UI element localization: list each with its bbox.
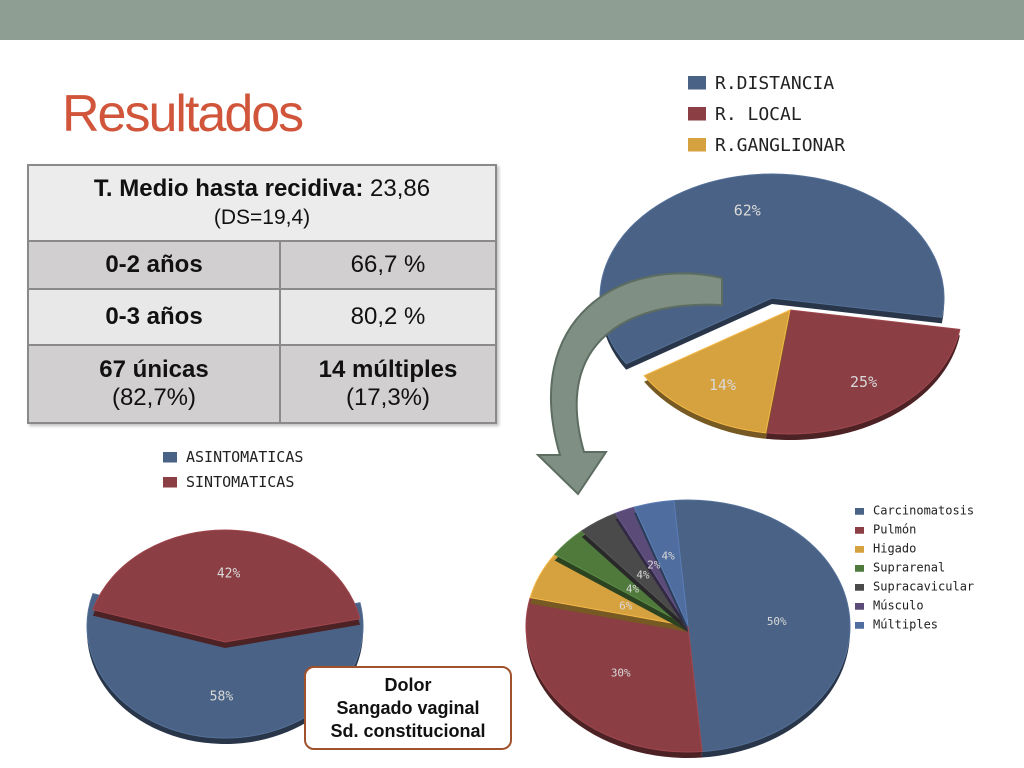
table-row: 67 únicas (82,7%) 14 múltiples (17,3%): [27, 344, 497, 424]
unicas-label: 67 únicas: [99, 356, 209, 383]
legend-label: R.DISTANCIA: [715, 73, 834, 94]
callout-line: Dolor: [384, 675, 432, 695]
legend-swatch: [855, 546, 864, 553]
slice-label: 50%: [767, 615, 787, 628]
table-header-label: T. Medio hasta recidiva:: [93, 174, 364, 202]
multiples-percent: (17,3%): [345, 384, 431, 411]
legend-label: R.GANGLIONAR: [715, 135, 845, 156]
legend-label: Supracavicular: [873, 579, 974, 593]
table-row: 0-3 años 80,2 %: [27, 288, 497, 346]
chart-legend: Carcinomatosis Pulmón Higado Suprarenal Supr…: [855, 503, 974, 631]
slice-label: 6%: [619, 600, 633, 613]
callout-line: Sd. constitucional: [330, 721, 486, 741]
pie-slice: [633, 499, 689, 627]
legend-swatch: [855, 508, 864, 515]
table-header-sub: (DS=19,4): [213, 205, 311, 229]
legend-swatch: [688, 107, 706, 121]
legend-label: Múltiples: [873, 617, 938, 631]
slice-label: 30%: [611, 666, 631, 679]
table-header-cell: T. Medio hasta recidiva: 23,86 (DS=19,4): [27, 164, 497, 242]
pie-slice: [643, 309, 791, 434]
curved-arrow: [535, 272, 723, 496]
pie-slice: [673, 499, 851, 753]
table-row-value: 66,7 %: [279, 240, 497, 290]
table-cell-multiples: 14 múltiples (17,3%): [279, 344, 497, 424]
legend-label: ASINTOMATICAS: [186, 448, 303, 466]
legend-swatch: [163, 452, 177, 463]
legend-label: Músculo: [873, 598, 924, 612]
legend-swatch: [855, 584, 864, 591]
legend-label: SINTOMATICAS: [186, 473, 294, 491]
table-row-label: 0-3 años: [27, 288, 281, 346]
legend-swatch: [855, 565, 864, 572]
chart-legend: R.DISTANCIA R. LOCAL R.GANGLIONAR: [688, 73, 845, 156]
slice-label: 58%: [210, 689, 234, 704]
legend-swatch: [163, 477, 177, 488]
legend-label: R. LOCAL: [715, 104, 802, 125]
table-header-value: 23,86: [370, 174, 431, 202]
legend-swatch: [688, 76, 706, 90]
table-cell-unicas: 67 únicas (82,7%): [27, 344, 281, 424]
pie-chart-1: 62% 25% 14%: [599, 173, 961, 440]
slice-label: 14%: [709, 376, 736, 394]
slice-label: 2%: [647, 558, 661, 571]
slice-label: 42%: [217, 567, 241, 582]
slice-label: 4%: [626, 582, 640, 595]
pie-slice: [92, 529, 361, 643]
slice-label: 4%: [636, 569, 650, 582]
multiples-label: 14 múltiples: [318, 356, 458, 383]
legend-swatch: [688, 138, 706, 152]
legend-swatch: [855, 603, 864, 610]
table-header-row: T. Medio hasta recidiva: 23,86 (DS=19,4): [27, 164, 497, 242]
pie-slice: [765, 309, 961, 435]
symptoms-callout: Dolor Sangado vaginal Sd. constitucional: [304, 666, 512, 750]
pie-slice: [525, 597, 703, 753]
slice-label: 4%: [662, 550, 676, 563]
legend-swatch: [855, 622, 864, 629]
chart-legend: ASINTOMATICAS SINTOMATICAS: [163, 448, 303, 491]
top-bar: [0, 0, 1024, 40]
slice-label: 62%: [734, 202, 761, 220]
callout-line: Sangado vaginal: [336, 698, 480, 718]
pie-chart-3: 50%30%6%4%4%2%4%: [525, 499, 851, 758]
table-row: 0-2 años 66,7 %: [27, 240, 497, 290]
pie-slice-depth: [615, 513, 688, 632]
slide-title: Resultados: [62, 85, 304, 143]
pie-chart-2: 58% 42%: [86, 529, 364, 745]
unicas-percent: (82,7%): [111, 384, 197, 411]
legend-label: Higado: [873, 541, 916, 555]
legend-label: Carcinomatosis: [873, 503, 974, 517]
legend-label: Suprarenal: [873, 560, 945, 574]
table-row-value: 80,2 %: [279, 288, 497, 346]
legend-label: Pulmón: [873, 522, 916, 536]
results-table: T. Medio hasta recidiva: 23,86 (DS=19,4)…: [27, 164, 497, 424]
slice-label: 25%: [850, 373, 877, 391]
table-row-label: 0-2 años: [27, 240, 281, 290]
arrow-shape: [535, 272, 723, 496]
legend-swatch: [855, 527, 864, 534]
